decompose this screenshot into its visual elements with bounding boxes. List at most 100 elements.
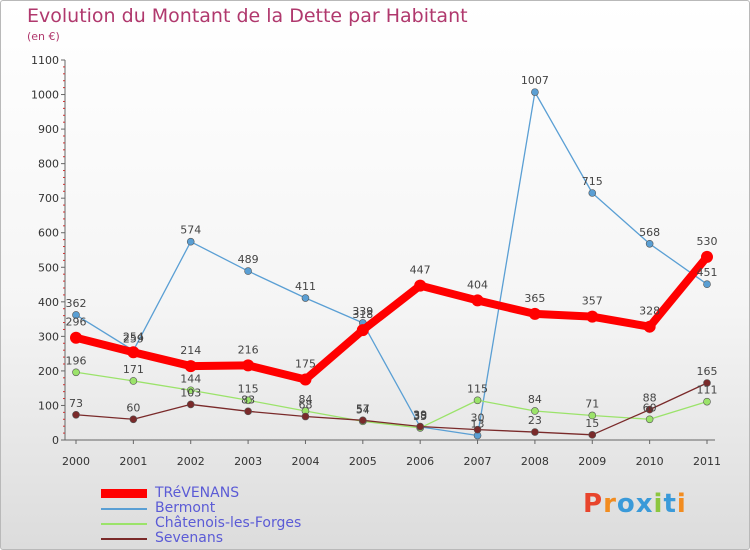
x-tick-label: 2006 (406, 455, 434, 468)
data-point (72, 410, 80, 419)
data-point (643, 320, 656, 333)
data-label: 357 (582, 295, 603, 308)
data-point (645, 415, 654, 424)
data-label: 60 (126, 401, 140, 414)
data-point (473, 396, 482, 405)
data-point (414, 279, 427, 292)
data-label: 111 (697, 384, 718, 397)
data-point (471, 294, 484, 307)
data-label: 144 (180, 372, 201, 385)
data-point (186, 386, 195, 395)
series-line-2 (75, 91, 708, 437)
data-label: 103 (180, 386, 201, 399)
data-label: 196 (66, 354, 87, 367)
data-point (703, 397, 711, 406)
legend-label: Sevenans (155, 530, 224, 546)
data-label: 83 (241, 393, 255, 406)
data-label: 35 (413, 410, 427, 423)
y-tick-label: 800 (38, 158, 59, 171)
legend-item: Sevenans (101, 531, 301, 546)
data-label: 38 (413, 409, 427, 422)
chart-legend: TRéVENANS Bermont Châtenois-les-Forges Seve… (101, 486, 301, 546)
data-point (72, 311, 80, 319)
x-tick-label: 2001 (119, 455, 147, 468)
legend-swatch (101, 489, 147, 498)
data-point (186, 400, 195, 409)
data-point (129, 377, 138, 385)
data-point (127, 346, 140, 359)
data-label: 23 (528, 414, 542, 427)
data-label: 15 (585, 417, 599, 430)
x-tick-label: 2009 (578, 455, 606, 468)
data-label: 259 (123, 333, 144, 346)
data-point (244, 396, 252, 405)
x-tick-label: 2010 (636, 455, 664, 468)
data-point (473, 425, 482, 434)
y-tick-label: 500 (38, 261, 59, 274)
data-point (359, 416, 367, 425)
data-label: 254 (123, 330, 144, 343)
data-label: 530 (697, 235, 718, 248)
data-point (242, 359, 255, 372)
data-point (701, 250, 713, 263)
data-point (72, 368, 80, 377)
data-point (244, 267, 252, 275)
data-label: 328 (639, 305, 660, 318)
legend-swatch (101, 507, 147, 510)
data-label: 171 (123, 363, 144, 376)
data-label: 30 (471, 412, 485, 425)
data-label: 339 (352, 305, 373, 318)
y-tick-label: 1000 (31, 89, 59, 102)
data-label: 88 (643, 392, 657, 405)
x-tick-label: 2003 (234, 455, 262, 468)
data-label: 362 (66, 297, 87, 310)
proxiti-logo: Proxiti (583, 489, 687, 519)
logo-letter: i (676, 489, 687, 519)
x-tick-label: 2005 (349, 455, 377, 468)
data-point (586, 310, 599, 323)
data-point (244, 407, 252, 416)
legend-swatch (101, 537, 147, 540)
legend-label: TRéVENANS (155, 485, 240, 501)
logo-letter: r (603, 489, 617, 519)
logo-letter: t (663, 489, 677, 519)
chart-title: Evolution du Montant de la Dette par Hab… (27, 5, 468, 27)
data-point (356, 324, 369, 337)
data-point (70, 331, 82, 344)
y-tick-label: 900 (38, 123, 59, 136)
legend-item: Châtenois-les-Forges (101, 516, 301, 531)
data-point (645, 239, 654, 248)
data-label: 84 (298, 393, 312, 406)
data-point (186, 237, 195, 246)
data-label: 451 (697, 266, 718, 279)
data-point (528, 307, 541, 320)
data-label: 489 (238, 253, 259, 266)
logo-letter: i (653, 489, 664, 519)
chart-unit-label: (en €) (27, 30, 60, 43)
x-tick-label: 2002 (177, 455, 205, 468)
x-tick-label: 2004 (291, 455, 319, 468)
data-label: 57 (356, 402, 370, 415)
data-point (703, 379, 711, 387)
data-point (531, 428, 539, 436)
data-label: 214 (180, 344, 201, 357)
legend-label: Bermont (155, 500, 216, 516)
data-point (645, 405, 654, 414)
data-point (301, 294, 310, 302)
data-label: 216 (238, 343, 259, 356)
data-label: 296 (66, 316, 87, 329)
data-label: 115 (467, 382, 488, 395)
data-label: 365 (524, 292, 545, 305)
data-label: 574 (180, 224, 201, 237)
series-line-1 (72, 252, 711, 384)
legend-label: Châtenois-les-Forges (155, 515, 302, 531)
x-tick-label: 2007 (464, 455, 492, 468)
data-label: 71 (585, 397, 599, 410)
logo-letter: P (583, 489, 604, 519)
legend-swatch (101, 522, 147, 525)
data-point (416, 422, 424, 431)
data-label: 13 (471, 418, 485, 431)
x-tick-label: 2011 (693, 455, 721, 468)
data-point (531, 88, 539, 96)
